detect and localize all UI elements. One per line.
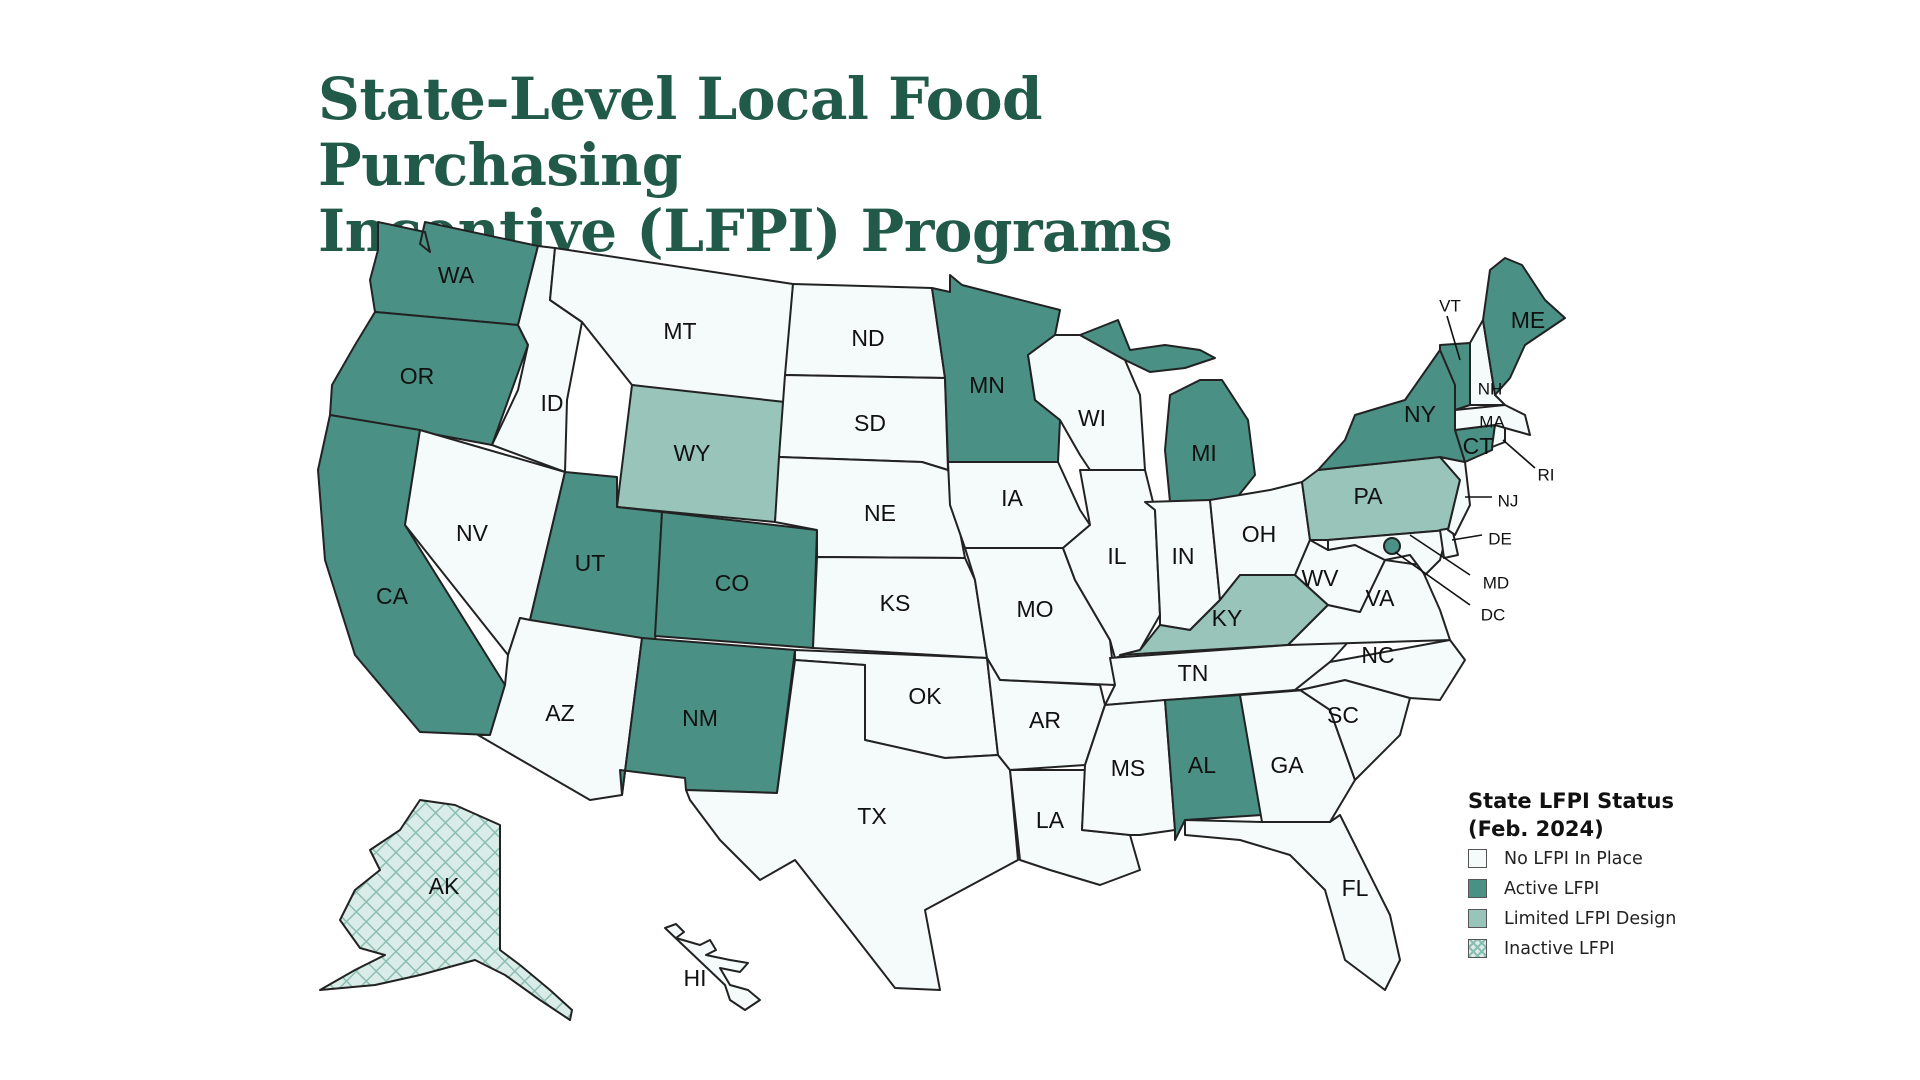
state-ar: [986, 657, 1106, 771]
state-label-nv: NV: [456, 520, 489, 546]
legend-label: Active LFPI: [1504, 878, 1600, 899]
state-label-la: LA: [1036, 807, 1065, 833]
leader-vt: [1446, 315, 1461, 361]
state-ny: [1317, 349, 1466, 471]
state-label-ca: CA: [376, 583, 409, 609]
state-label-wi: WI: [1078, 405, 1106, 431]
leader-dc: [1394, 551, 1471, 606]
state-label-hi: HI: [684, 965, 707, 991]
state-label-ak: AK: [429, 873, 460, 899]
state-label-wv: WV: [1301, 565, 1339, 591]
legend-title-line-1: State LFPI Status: [1468, 789, 1674, 813]
state-label-mo: MO: [1016, 596, 1053, 622]
state-label-or: OR: [400, 363, 435, 389]
state-labels: WA OR CA ID NV MT WY UT CO AZ NM ND SD NE KS OK TX MN IA MO…: [376, 262, 1554, 991]
state-nh: [1469, 319, 1506, 406]
legend-item-limited: Limited LFPI Design: [1468, 904, 1768, 933]
state-mi-upper-peninsula: [1079, 319, 1216, 373]
legend-swatch-none: [1468, 849, 1487, 868]
leader-de: [1451, 534, 1483, 541]
state-label-va: VA: [1366, 585, 1396, 611]
state-label-ky: KY: [1212, 605, 1243, 631]
state-label-ut: UT: [575, 550, 606, 576]
state-label-al: AL: [1188, 752, 1216, 778]
legend-title: State LFPI Status (Feb. 2024): [1468, 787, 1768, 843]
map-title-line-1: State-Level Local Food Purchasing: [318, 65, 1043, 199]
state-label-co: CO: [715, 570, 750, 596]
state-label-vt: VT: [1439, 296, 1461, 315]
state-ma: [1454, 404, 1531, 436]
state-label-id: ID: [541, 390, 564, 416]
legend: State LFPI Status (Feb. 2024) No LFPI In…: [1468, 787, 1768, 963]
state-fl: [1184, 814, 1401, 991]
state-dc: [1383, 537, 1401, 555]
legend-item-active: Active LFPI: [1468, 874, 1768, 903]
state-hi: [664, 923, 761, 1011]
legend-title-line-2: (Feb. 2024): [1468, 817, 1604, 841]
state-label-ok: OK: [908, 683, 942, 709]
state-nc: [1294, 639, 1466, 701]
state-label-il: IL: [1107, 543, 1126, 569]
state-label-mn: MN: [969, 372, 1005, 398]
leader-lines: [1394, 315, 1536, 606]
state-label-ga: GA: [1270, 752, 1304, 778]
legend-swatch-inactive: [1468, 939, 1487, 958]
state-label-in: IN: [1172, 543, 1195, 569]
state-label-wa: WA: [438, 262, 475, 288]
legend-label: Inactive LFPI: [1504, 938, 1615, 959]
state-label-pa: PA: [1354, 483, 1384, 509]
state-label-dc: DC: [1481, 605, 1506, 624]
state-label-nd: ND: [851, 325, 884, 351]
state-label-az: AZ: [545, 700, 574, 726]
state-label-nj: NJ: [1498, 491, 1519, 510]
state-label-ar: AR: [1029, 707, 1061, 733]
legend-swatch-active: [1468, 879, 1487, 898]
state-label-nm: NM: [682, 705, 718, 731]
state-label-ks: KS: [880, 590, 911, 616]
state-label-ct: CT: [1463, 433, 1494, 459]
state-label-fl: FL: [1342, 875, 1369, 901]
state-nm: [619, 637, 796, 796]
state-label-nc: NC: [1361, 642, 1394, 668]
state-label-ne: NE: [864, 500, 896, 526]
legend-label: Limited LFPI Design: [1504, 908, 1677, 929]
state-ak: [319, 799, 573, 1021]
legend-item-inactive: Inactive LFPI: [1468, 934, 1768, 963]
state-label-ri: RI: [1538, 465, 1555, 484]
state-tx: [685, 659, 1019, 991]
states-layer: [317, 221, 1566, 1021]
state-label-ms: MS: [1111, 755, 1146, 781]
state-ky: [1119, 574, 1329, 656]
state-label-tx: TX: [857, 803, 886, 829]
state-label-tn: TN: [1178, 660, 1209, 686]
state-label-ma: MA: [1479, 412, 1505, 431]
state-label-nh: NH: [1478, 379, 1503, 398]
legend-swatch-limited: [1468, 909, 1487, 928]
state-label-ny: NY: [1404, 401, 1436, 427]
state-mi: [1164, 379, 1256, 503]
state-label-md: MD: [1483, 573, 1509, 592]
state-label-de: DE: [1488, 529, 1512, 548]
legend-item-no-lfpi: No LFPI In Place: [1468, 844, 1768, 873]
leader-ri: [1502, 439, 1536, 469]
state-me: [1482, 257, 1566, 396]
state-label-me: ME: [1511, 307, 1546, 333]
state-label-mt: MT: [663, 318, 696, 344]
state-label-mi: MI: [1191, 440, 1217, 466]
state-label-sc: SC: [1327, 702, 1359, 728]
state-label-ia: IA: [1001, 485, 1023, 511]
state-label-sd: SD: [854, 410, 886, 436]
state-label-oh: OH: [1242, 521, 1277, 547]
leader-md: [1409, 534, 1471, 576]
state-label-wy: WY: [673, 440, 710, 466]
legend-label: No LFPI In Place: [1504, 848, 1643, 869]
